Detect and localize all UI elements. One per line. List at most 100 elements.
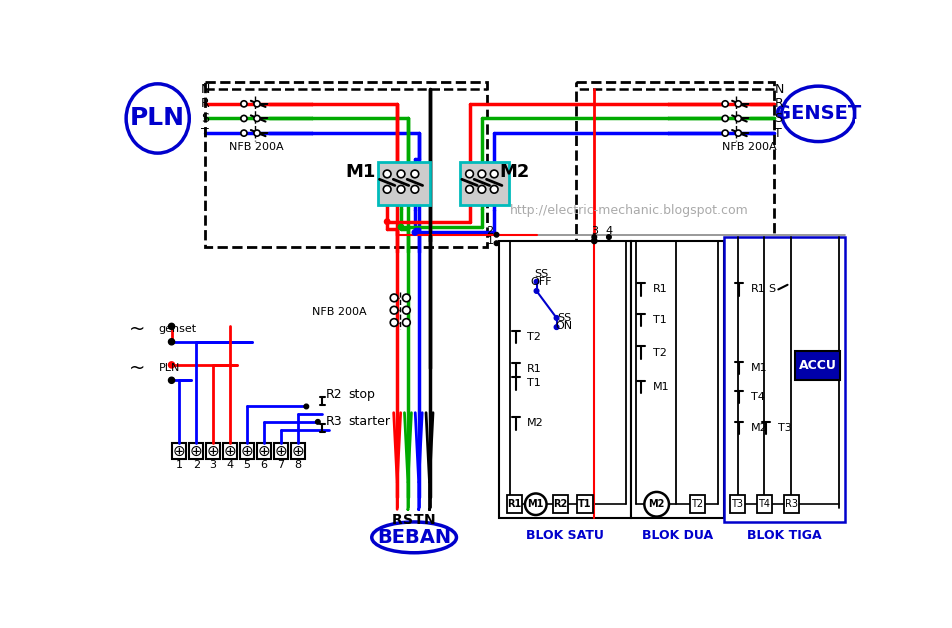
Circle shape: [398, 224, 404, 230]
Text: ~: ~: [129, 320, 145, 339]
Text: http://electric-mechanic.blogspot.com: http://electric-mechanic.blogspot.com: [510, 203, 748, 217]
Circle shape: [384, 219, 389, 224]
Circle shape: [722, 130, 727, 136]
Circle shape: [410, 170, 418, 178]
Circle shape: [554, 316, 558, 320]
Text: M1: M1: [527, 499, 544, 509]
Circle shape: [241, 116, 247, 122]
Text: BEBAN: BEBAN: [377, 528, 450, 547]
Text: M2: M2: [750, 423, 766, 433]
Circle shape: [397, 170, 405, 178]
Text: 1: 1: [486, 236, 493, 246]
Text: T2: T2: [652, 347, 666, 357]
Text: T2: T2: [691, 499, 703, 509]
Bar: [723, 237, 844, 522]
Text: 7: 7: [277, 460, 284, 470]
Text: T3: T3: [777, 423, 790, 433]
Text: T: T: [774, 127, 782, 139]
Circle shape: [169, 323, 174, 330]
Text: OFF: OFF: [530, 277, 551, 287]
Bar: [552, 495, 567, 514]
Text: 3: 3: [209, 460, 216, 470]
Circle shape: [534, 289, 538, 293]
Bar: [290, 443, 305, 459]
Text: S: S: [774, 112, 782, 125]
Text: T4: T4: [750, 392, 764, 402]
Text: N: N: [774, 83, 783, 95]
Circle shape: [169, 338, 174, 345]
Bar: [172, 443, 186, 459]
Text: M1: M1: [750, 363, 766, 373]
Circle shape: [722, 116, 727, 122]
Text: ON: ON: [555, 321, 572, 330]
Circle shape: [644, 492, 668, 517]
Bar: [729, 495, 744, 514]
Bar: [205, 82, 486, 247]
Bar: [506, 495, 522, 514]
Text: NFB 200A: NFB 200A: [311, 306, 366, 317]
Text: 3: 3: [590, 226, 597, 236]
Circle shape: [241, 100, 247, 107]
Circle shape: [241, 130, 247, 136]
Text: PLN: PLN: [158, 363, 180, 373]
Bar: [240, 443, 253, 459]
Circle shape: [389, 318, 398, 327]
Circle shape: [389, 306, 398, 314]
Text: ⊕: ⊕: [257, 443, 270, 458]
Bar: [498, 241, 630, 518]
Circle shape: [402, 306, 409, 314]
Text: T1: T1: [652, 315, 665, 325]
Text: T1: T1: [526, 378, 541, 388]
Text: 2: 2: [486, 226, 493, 236]
Text: 8: 8: [294, 460, 301, 470]
Text: M2: M2: [499, 163, 529, 181]
Bar: [575, 82, 774, 247]
Circle shape: [494, 232, 498, 237]
Circle shape: [554, 325, 558, 330]
Text: T: T: [201, 127, 208, 139]
Text: R: R: [201, 97, 209, 111]
Text: 2: 2: [192, 460, 200, 470]
Circle shape: [402, 294, 409, 301]
Ellipse shape: [371, 522, 456, 553]
Text: ⊕: ⊕: [207, 443, 219, 458]
Circle shape: [253, 130, 260, 136]
Circle shape: [169, 362, 174, 368]
Circle shape: [606, 235, 610, 239]
Text: N: N: [424, 514, 435, 528]
Text: NFB 200A: NFB 200A: [228, 142, 284, 152]
Circle shape: [591, 238, 596, 244]
Circle shape: [534, 279, 538, 284]
Text: R1: R1: [506, 499, 521, 509]
Bar: [257, 443, 270, 459]
Text: T2: T2: [526, 332, 541, 342]
Text: ⊕: ⊕: [172, 443, 186, 458]
Text: S: S: [767, 284, 775, 295]
Circle shape: [402, 318, 409, 327]
Bar: [223, 443, 237, 459]
Bar: [794, 351, 839, 381]
Text: R3: R3: [326, 415, 342, 428]
Circle shape: [478, 185, 486, 193]
Text: T3: T3: [731, 499, 743, 509]
Text: 1: 1: [175, 460, 183, 470]
Text: S: S: [201, 112, 208, 125]
Text: 6: 6: [260, 460, 268, 470]
Text: R3: R3: [784, 499, 797, 509]
Bar: [273, 443, 288, 459]
Circle shape: [734, 130, 741, 136]
Circle shape: [490, 185, 498, 193]
Text: R1: R1: [750, 284, 764, 295]
Bar: [206, 443, 220, 459]
Text: genset: genset: [158, 325, 196, 335]
Text: S: S: [403, 514, 412, 528]
Text: GENSET: GENSET: [774, 104, 861, 123]
Bar: [630, 241, 723, 518]
Circle shape: [397, 185, 405, 193]
Text: ACCU: ACCU: [798, 359, 836, 372]
Text: ⊕: ⊕: [189, 443, 203, 458]
Bar: [577, 495, 592, 514]
Bar: [378, 163, 429, 205]
Text: NFB 200A: NFB 200A: [721, 142, 776, 152]
Bar: [783, 495, 799, 514]
